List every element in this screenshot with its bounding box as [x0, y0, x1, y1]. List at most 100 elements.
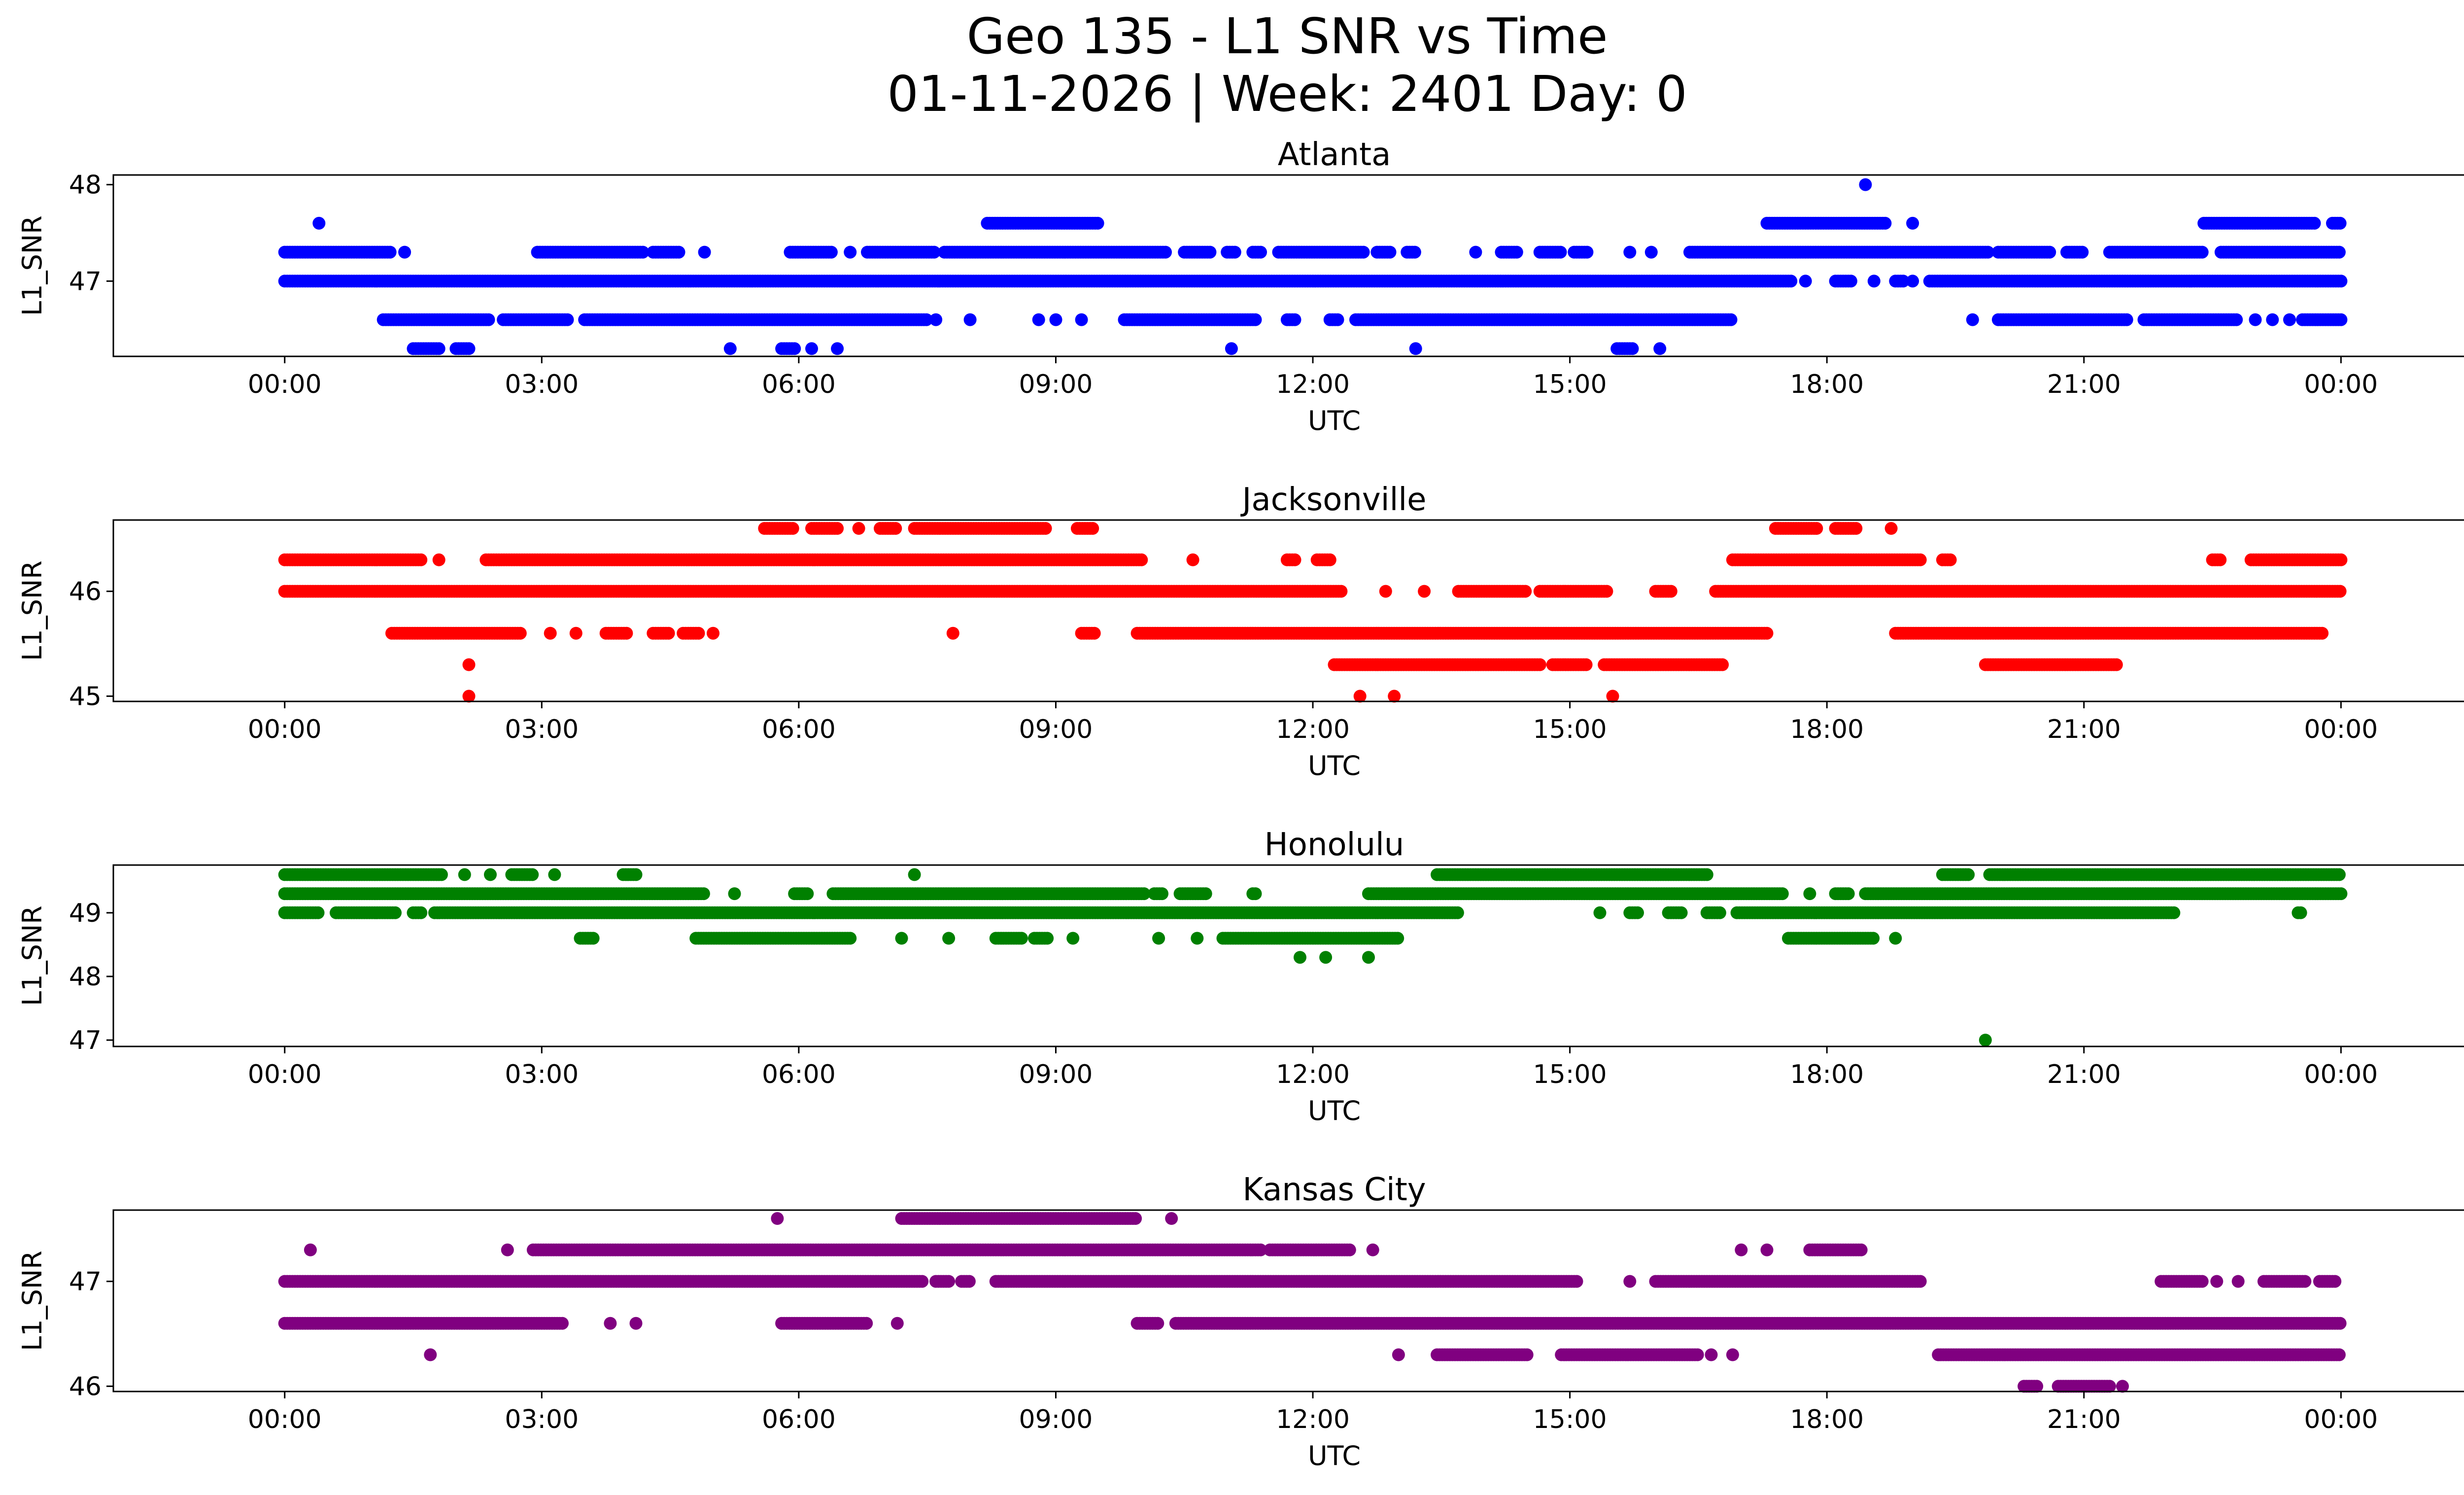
- y-tick-label: 47: [69, 267, 102, 296]
- x-tick-label: 15:00: [1533, 715, 1607, 744]
- panel-title: Atlanta: [1278, 137, 1391, 173]
- data-point: [1914, 553, 1927, 566]
- data-point: [1383, 245, 1397, 259]
- x-tick-label: 12:00: [1276, 370, 1350, 399]
- data-point: [2334, 313, 2348, 326]
- data-point: [1653, 342, 1667, 355]
- data-point: [697, 887, 710, 901]
- axes-frame: [112, 174, 2464, 357]
- data-point: [548, 868, 561, 881]
- data-points: [278, 522, 2348, 703]
- data-point: [662, 626, 675, 640]
- data-point: [1519, 585, 1532, 598]
- data-point: [824, 245, 838, 259]
- data-point: [1135, 553, 1148, 566]
- data-point: [2120, 313, 2133, 326]
- data-point: [2316, 626, 2329, 640]
- data-point: [1716, 658, 1729, 671]
- x-tick-label: 06:00: [762, 370, 836, 399]
- data-point: [2266, 313, 2279, 326]
- data-point: [1896, 275, 1910, 288]
- data-point: [1799, 275, 1812, 288]
- x-tick-label: 00:00: [2304, 370, 2378, 399]
- data-point: [920, 313, 933, 326]
- data-point: [1700, 868, 1713, 881]
- data-point: [1600, 585, 1613, 598]
- y-tick-label: 48: [69, 171, 102, 200]
- data-point: [1186, 553, 1199, 566]
- x-tick-label: 21:00: [2047, 715, 2121, 744]
- data-point: [1418, 585, 1431, 598]
- data-point: [1225, 342, 1238, 355]
- data-point: [1784, 275, 1798, 288]
- data-point: [398, 245, 411, 259]
- data-point: [2308, 216, 2321, 230]
- data-point: [1906, 216, 1919, 230]
- data-point: [2249, 313, 2262, 326]
- x-tick-label: 06:00: [762, 715, 836, 744]
- data-point: [484, 868, 497, 881]
- data-point: [482, 313, 495, 326]
- data-point: [1249, 313, 1262, 326]
- data-point: [432, 342, 445, 355]
- data-point: [312, 216, 326, 230]
- y-axis-label: L1_SNR: [17, 560, 48, 661]
- data-point: [692, 626, 705, 640]
- data-point: [1867, 275, 1881, 288]
- data-point: [435, 868, 448, 881]
- data-point: [1884, 522, 1898, 535]
- data-point: [1379, 585, 1392, 598]
- data-point: [1039, 522, 1052, 535]
- data-point: [1724, 313, 1738, 326]
- data-point: [929, 313, 943, 326]
- data-point: [1288, 553, 1301, 566]
- data-point: [786, 522, 799, 535]
- y-tick-label: 45: [69, 682, 102, 711]
- data-point: [963, 313, 977, 326]
- data-point: [1357, 245, 1370, 259]
- x-tick-label: 18:00: [1790, 715, 1864, 744]
- data-point: [2195, 245, 2209, 259]
- data-point: [2214, 553, 2227, 566]
- data-point: [526, 868, 539, 881]
- data-point: [2334, 553, 2348, 566]
- x-axis-label: UTC: [1308, 405, 1361, 436]
- data-point: [1331, 313, 1344, 326]
- data-point: [1879, 216, 1892, 230]
- data-point: [2333, 216, 2347, 230]
- data-point: [513, 626, 527, 640]
- x-tick-label: 09:00: [1019, 370, 1093, 399]
- panel-title: Jacksonville: [1240, 482, 1427, 518]
- x-tick-label: 09:00: [1019, 715, 1093, 744]
- data-point: [1580, 245, 1594, 259]
- data-point: [458, 868, 471, 881]
- subplots: Atlanta 00:00 03:00 06:00 09:00 12:00 15:00 18:…: [17, 137, 2464, 1471]
- data-point: [2283, 313, 2296, 326]
- data-point: [1554, 245, 1567, 259]
- data-point: [946, 626, 959, 640]
- x-tick-label: 18:00: [1790, 370, 1864, 399]
- figure-title-line2: 01-11-2026 | Week: 2401 Day: 0: [887, 65, 1687, 123]
- data-point: [2076, 245, 2089, 259]
- data-point: [1966, 313, 1979, 326]
- data-point: [1199, 887, 1212, 901]
- x-tick-label: 00:00: [248, 370, 322, 399]
- data-point: [1228, 245, 1241, 259]
- x-tick-label: 12:00: [1276, 715, 1350, 744]
- data-point: [1156, 887, 1168, 901]
- data-point: [462, 658, 476, 671]
- data-point: [1408, 245, 1421, 259]
- data-point: [1760, 626, 1774, 640]
- y-axis-label: L1_SNR: [17, 215, 48, 316]
- data-point: [629, 868, 643, 881]
- x-tick-label: 03:00: [505, 370, 579, 399]
- data-point: [1982, 245, 1994, 259]
- data-point: [707, 626, 719, 640]
- data-point: [831, 522, 844, 535]
- data-point: [2332, 868, 2346, 881]
- data-point: [1944, 553, 1957, 566]
- data-point: [383, 245, 397, 259]
